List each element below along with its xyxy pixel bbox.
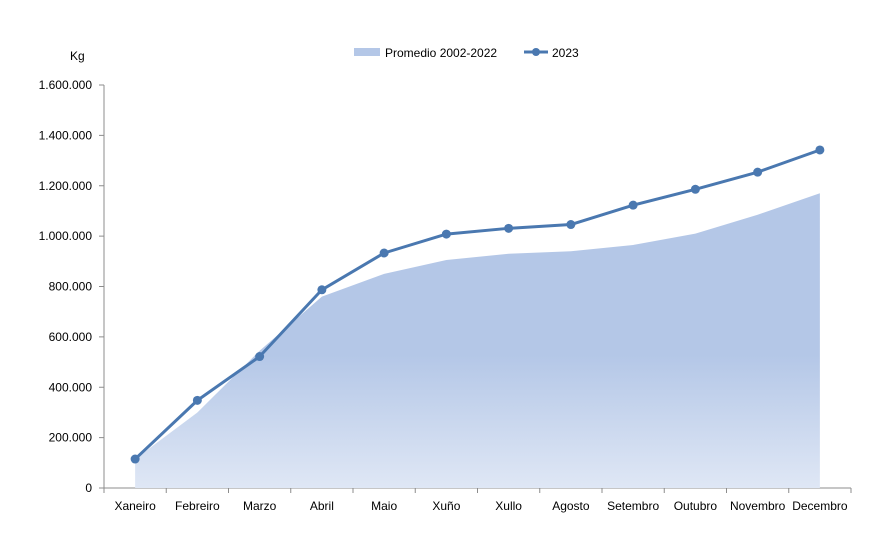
line-series-layer [130,145,825,464]
y-tick-label: 800.000 [49,280,93,294]
legend-swatch-area [354,48,380,56]
x-tick-label: Xuño [432,499,460,513]
data-point-2023 [192,395,202,405]
x-tick-label: Febreiro [175,499,220,513]
y-tick-label: 1.600.000 [39,78,93,92]
area-series-layer [135,193,820,488]
y-axis: 0 200.000 400.000 600.000 800.000 1.000.000 1.… [39,78,105,495]
data-point-2023 [566,220,576,230]
x-tick-label: Maio [371,499,397,513]
data-point-2023 [441,229,451,239]
x-axis: Xaneiro Febreiro Marzo Abril Maio Xuño Xullo Ag… [103,487,852,513]
x-tick-label: Agosto [552,499,590,513]
data-point-2023 [255,352,265,362]
y-tick-label: 0 [85,481,92,495]
data-point-2023 [815,145,825,155]
x-tick-label: Setembro [607,499,659,513]
data-point-2023 [130,454,140,464]
data-point-2023 [504,223,514,233]
y-axis-title: Kg [70,49,85,63]
legend-label-average: Promedio 2002-2022 [385,46,497,60]
y-tick-label: 600.000 [49,330,93,344]
x-tick-label: Decembro [792,499,848,513]
data-point-2023 [753,167,763,177]
y-tick-label: 400.000 [49,380,93,394]
legend: Promedio 2002-2022 2023 [354,46,579,60]
y-tick-label: 1.200.000 [39,179,93,193]
x-tick-label: Xullo [495,499,522,513]
x-tick-label: Outubro [674,499,718,513]
data-point-2023 [317,285,327,295]
x-tick-label: Novembro [730,499,786,513]
legend-swatch-marker [532,48,540,56]
y-tick-label: 1.400.000 [39,128,93,142]
data-point-2023 [628,200,638,210]
x-tick-label: Marzo [243,499,277,513]
y-tick-label: 200.000 [49,431,93,445]
y-tick-label: 1.000.000 [39,229,93,243]
line-series-2023 [134,148,821,461]
x-tick-label: Abril [310,499,334,513]
area-series-average [135,193,820,488]
legend-label-2023: 2023 [552,46,579,60]
data-point-2023 [379,248,389,258]
x-tick-label: Xaneiro [114,499,156,513]
data-point-2023 [690,184,700,194]
